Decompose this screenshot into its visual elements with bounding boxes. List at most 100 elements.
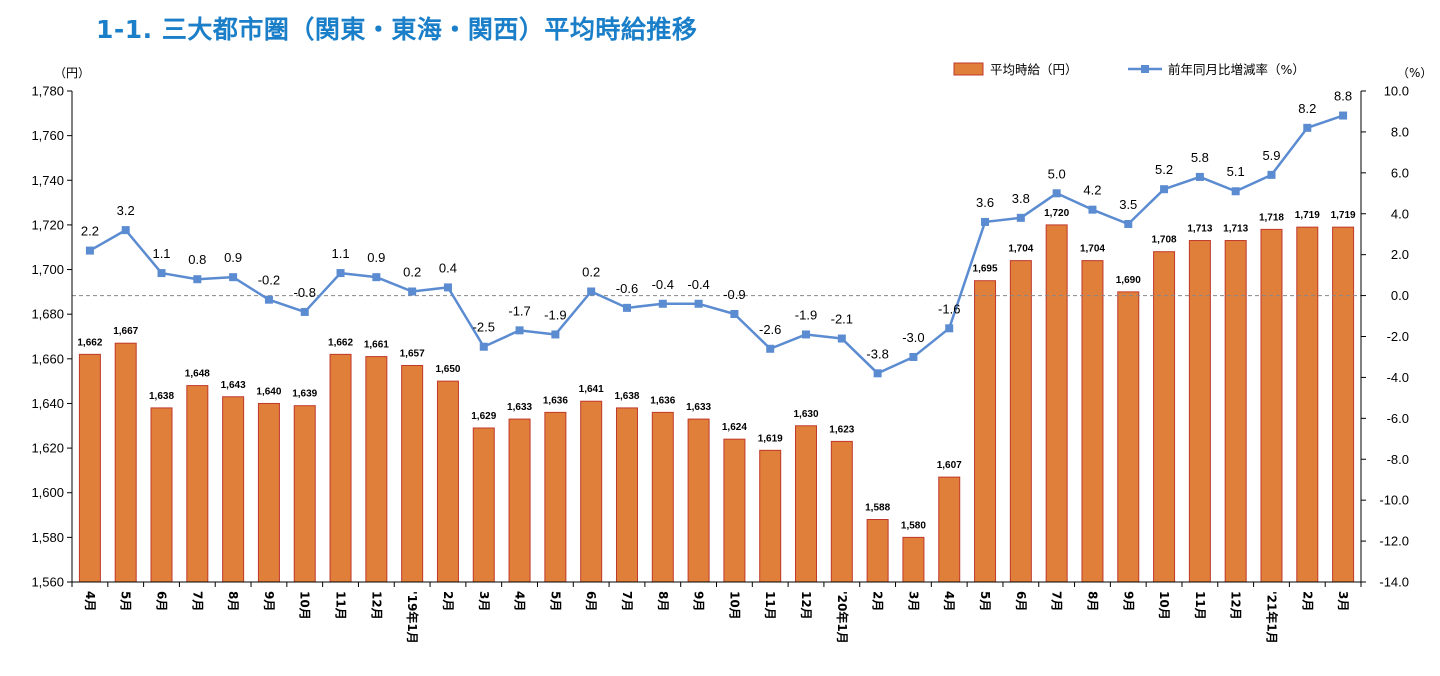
line-point <box>1160 185 1169 194</box>
legend-line-label: 前年同月比増減率（%） <box>1168 62 1305 77</box>
line-data-label: 4.2 <box>1083 183 1101 198</box>
line-data-label: -0.6 <box>616 281 638 296</box>
line-data-label: -2.5 <box>473 320 495 335</box>
x-tick-label: 10月 <box>1157 591 1171 620</box>
x-tick-label: 12月 <box>799 591 813 620</box>
bar-data-label: 1,633 <box>507 402 532 413</box>
y-left-tick-label: 1,660 <box>31 351 64 366</box>
line-point <box>622 303 631 312</box>
bar <box>1296 226 1319 583</box>
y-right-tick-label: 6.0 <box>1391 165 1409 180</box>
line-data-label: 8.2 <box>1298 101 1316 116</box>
legend: 平均時給（円） 前年同月比増減率（%） <box>953 62 1305 77</box>
line-point <box>479 342 488 351</box>
line-data-label: 3.8 <box>1012 191 1030 206</box>
line-point <box>193 275 202 284</box>
line-point <box>587 287 596 296</box>
x-tick-label: 8月 <box>656 591 670 611</box>
line-point <box>264 295 273 304</box>
y-right-unit: （%） <box>1397 66 1432 80</box>
bar <box>795 425 818 583</box>
y-left-tick-label: 1,620 <box>31 441 64 456</box>
line-point <box>694 299 703 308</box>
bar-data-label: 1,657 <box>400 349 425 360</box>
y-right-tick-label: -10.0 <box>1379 493 1409 508</box>
line-data-label: 3.6 <box>976 195 994 210</box>
x-tick-label: 4月 <box>942 591 956 611</box>
y-axis-labels: 1,560 1,580 1,600 1,620 1,640 1,660 1,680 1,700… <box>31 66 1432 590</box>
bar <box>759 449 782 583</box>
x-tick-label: '19年1月 <box>405 591 420 644</box>
x-axis-labels: 4月 5月 6月 7月 8月 9月 10月 11月 12月 '19年1月 2月 3月 4月 5月 6月 7月 8… <box>83 591 1350 644</box>
x-tick-label: 6月 <box>584 591 598 611</box>
x-tick-label: 11月 <box>1193 591 1207 620</box>
line-data-label: -1.7 <box>508 303 530 318</box>
bar <box>365 356 388 583</box>
line-data-label: 0.9 <box>224 250 242 265</box>
line-point <box>300 307 309 316</box>
line-point <box>1195 172 1204 181</box>
bar-data-label: 1,662 <box>328 337 353 348</box>
x-tick-label: 11月 <box>763 591 777 620</box>
line-point <box>1052 189 1061 198</box>
x-tick-label: 6月 <box>155 591 169 611</box>
line-data-label: -3.0 <box>902 330 924 345</box>
x-tick-label: 9月 <box>692 591 706 611</box>
line-point <box>1124 219 1133 228</box>
bar <box>723 438 746 583</box>
line-point <box>945 324 954 333</box>
legend-bar-swatch <box>953 62 984 76</box>
line-data-label: -1.9 <box>795 307 817 322</box>
bar-data-label: 1,708 <box>1152 235 1177 246</box>
bar <box>1081 260 1104 583</box>
bar <box>687 418 710 583</box>
bar-data-label: 1,639 <box>292 389 317 400</box>
line-point <box>981 217 990 226</box>
line-data-label: 3.5 <box>1119 197 1137 212</box>
bar-data-label: 1,619 <box>758 433 783 444</box>
bar <box>78 353 101 583</box>
line-data-label: 5.2 <box>1155 162 1173 177</box>
line-point <box>229 273 238 282</box>
line-data-label: -0.4 <box>687 277 709 292</box>
line-data-label: -2.1 <box>831 312 853 327</box>
line-point <box>730 309 739 318</box>
bar-data-label: 1,638 <box>614 391 639 402</box>
y-right-tick-label: -8.0 <box>1387 452 1409 467</box>
y-right-tick-label: -14.0 <box>1379 575 1409 590</box>
y-right-tick-label: 10.0 <box>1384 84 1409 99</box>
bar <box>830 440 853 583</box>
y-left-tick-label: 1,580 <box>31 530 64 545</box>
line-data-label: -0.4 <box>652 277 674 292</box>
x-tick-label: 2月 <box>871 591 885 611</box>
line-data-label: 0.8 <box>188 252 206 267</box>
bar <box>902 536 925 583</box>
axes <box>67 90 1366 587</box>
x-tick-label: 9月 <box>1121 591 1135 611</box>
y-right-tick-label: -12.0 <box>1379 534 1409 549</box>
bar-data-label: 1,630 <box>793 409 818 420</box>
line-point <box>1231 187 1240 196</box>
bar <box>974 280 997 583</box>
x-tick-label: 12月 <box>369 591 383 620</box>
y-left-tick-label: 1,740 <box>31 173 64 188</box>
bar-data-label: 1,588 <box>865 503 890 514</box>
y-left-tick-label: 1,560 <box>31 575 64 590</box>
line-point <box>658 299 667 308</box>
line-point <box>85 246 94 255</box>
bar <box>222 396 245 583</box>
line-data-label: 8.8 <box>1334 89 1352 104</box>
line-data-label: 0.9 <box>367 250 385 265</box>
y-left-unit: （円） <box>54 66 90 80</box>
x-tick-label: 3月 <box>1336 591 1350 611</box>
legend-bar-label: 平均時給（円） <box>990 62 1078 77</box>
bar <box>651 411 674 583</box>
bar <box>1332 226 1355 583</box>
bar <box>329 353 352 583</box>
line-point <box>1016 213 1025 222</box>
line-data-label: -3.8 <box>866 346 888 361</box>
bar-data-label: 1,633 <box>686 402 711 413</box>
bar <box>1224 240 1247 583</box>
y-right-tick-label: 2.0 <box>1391 247 1409 262</box>
line-point <box>336 269 345 278</box>
